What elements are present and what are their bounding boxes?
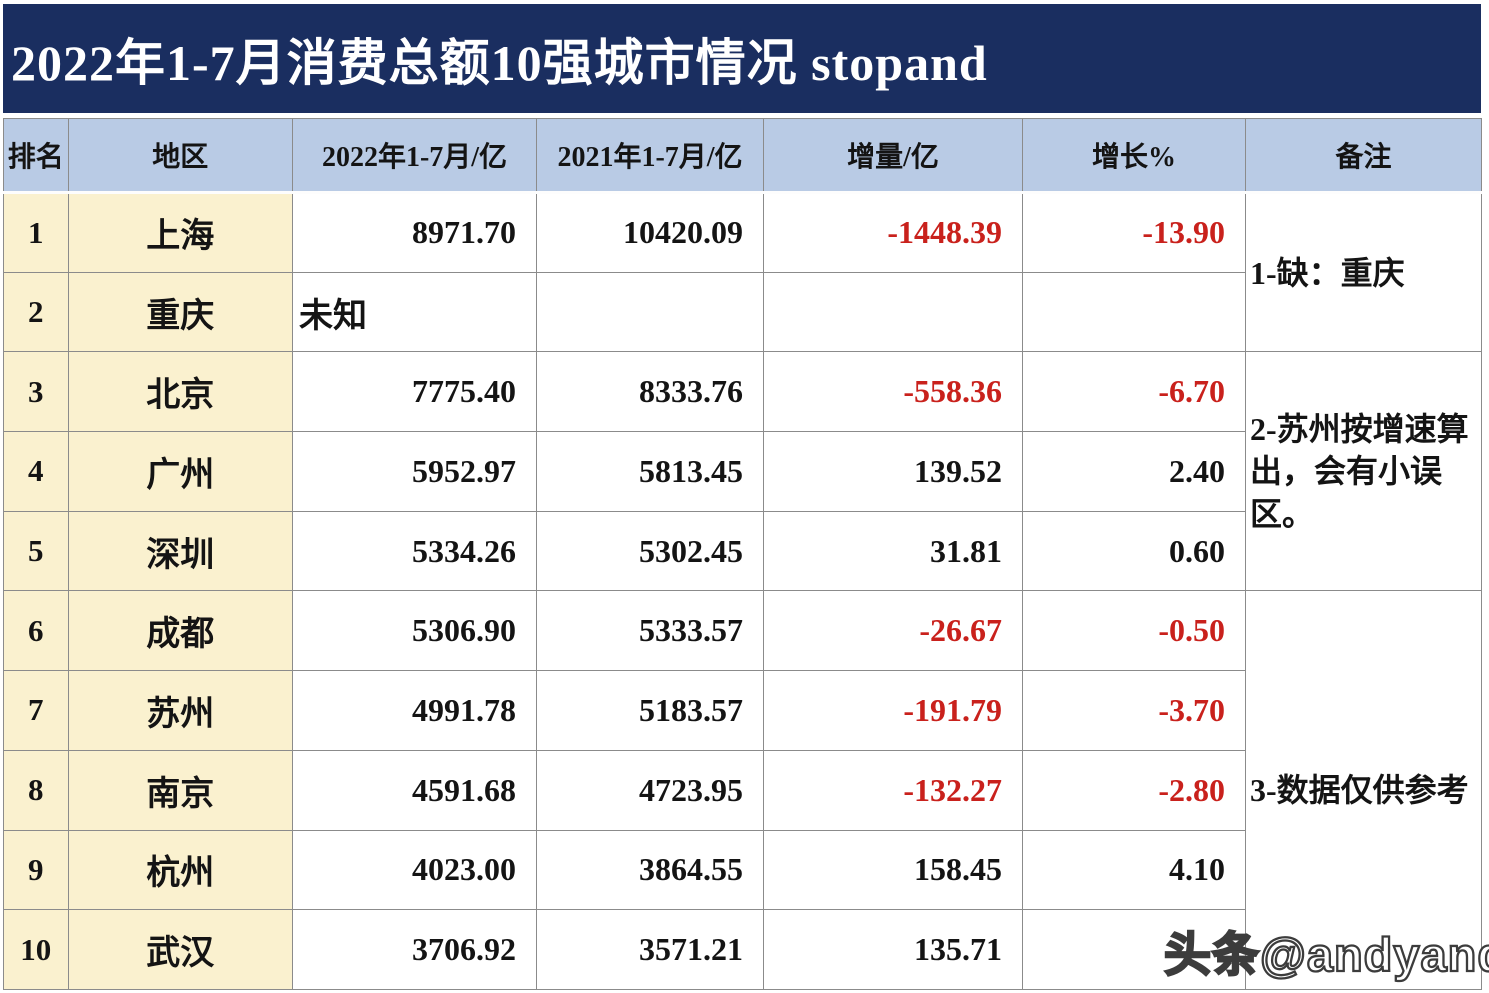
cell-rank: 6: [3, 590, 69, 672]
cell-region: 苏州: [67, 670, 293, 751]
cell-growth: -3.70: [1022, 670, 1246, 751]
cell-rank: 9: [3, 829, 69, 911]
cell-rank: 7: [3, 670, 69, 751]
column-header-2022: 2022年1-7月/亿: [292, 118, 537, 194]
cell-2022: 4591.68: [292, 749, 537, 831]
cell-delta: 139.52: [763, 431, 1023, 512]
cell-rank: 10: [3, 909, 69, 990]
table-row: 5 深圳 5334.26 5302.45 31.81 0.60: [3, 510, 1482, 592]
table-row: 3 北京 7775.40 8333.76 -558.36 -6.70 2-苏州按…: [3, 351, 1482, 592]
cell-delta: -1448.39: [763, 192, 1023, 273]
table-row: 9 杭州 4023.00 3864.55 158.45 4.10: [3, 829, 1482, 911]
cell-2022: 5334.26: [292, 510, 537, 592]
cell-region: 上海: [67, 192, 293, 273]
cell-region: 杭州: [67, 829, 293, 911]
cell-rank: 1: [3, 192, 69, 273]
cell-growth: 4.10: [1022, 829, 1246, 911]
cell-2022: 3706.92: [292, 909, 537, 990]
note-cell-3: 3-数据仅供参考: [1245, 590, 1482, 990]
cell-2021: 5183.57: [536, 670, 764, 751]
cell-rank: 4: [3, 431, 69, 512]
cell-2022: 4023.00: [292, 829, 537, 911]
table-row: 1 上海 8971.70 10420.09 -1448.39 -13.90 1-…: [3, 191, 1482, 353]
cell-growth: 0.60: [1022, 510, 1246, 592]
cell-2022: 5306.90: [292, 590, 537, 672]
table-row: 6 成都 5306.90 5333.57 -26.67 -0.50 3-数据仅供…: [3, 590, 1482, 990]
cell-delta: -191.79: [763, 670, 1023, 751]
cell-growth: -0.50: [1022, 590, 1246, 672]
cell-region: 重庆: [67, 271, 293, 353]
cell-2022: 未知: [292, 271, 537, 353]
cell-2021: 5813.45: [536, 431, 764, 512]
column-header-region: 地区: [67, 118, 293, 194]
table-row: 10 武汉 3706.92 3571.21 135.71: [3, 909, 1482, 990]
cell-rank: 8: [3, 749, 69, 831]
cell-delta: 31.81: [763, 510, 1023, 592]
cell-rank: 5: [3, 510, 69, 592]
cell-2022: 4991.78: [292, 670, 537, 751]
watermark-toutiao-andyand: 头条@andyand: [1163, 927, 1489, 982]
cell-2021: 3571.21: [536, 909, 764, 990]
cell-growth: [1022, 271, 1246, 353]
table-row: 8 南京 4591.68 4723.95 -132.27 -2.80: [3, 749, 1482, 831]
cell-delta: -132.27: [763, 749, 1023, 831]
cell-growth: [1022, 909, 1246, 990]
cell-2022: 8971.70: [292, 192, 537, 273]
cell-2021: 10420.09: [536, 192, 764, 273]
cell-delta: 158.45: [763, 829, 1023, 911]
column-header-2021: 2021年1-7月/亿: [536, 118, 764, 194]
cell-region: 北京: [67, 351, 293, 433]
table-row: 7 苏州 4991.78 5183.57 -191.79 -3.70: [3, 670, 1482, 751]
page-title: 2022年1-7月消费总额10强城市情况 stopand: [11, 34, 988, 91]
cell-delta: 135.71: [763, 909, 1023, 990]
cell-growth: -2.80: [1022, 749, 1246, 831]
consumption-table: 排名 地区 2022年1-7月/亿 2021年1-7月/亿 增量/亿 增长% 备…: [3, 118, 1482, 990]
column-header-notes: 备注: [1245, 118, 1482, 194]
cell-2021: 3864.55: [536, 829, 764, 911]
cell-2021: 8333.76: [536, 351, 764, 433]
cell-growth: -6.70: [1022, 351, 1246, 433]
note-cell-2: 2-苏州按增速算出，会有小误区。: [1245, 351, 1482, 592]
cell-region: 广州: [67, 431, 293, 512]
cell-delta: -26.67: [763, 590, 1023, 672]
cell-rank: 3: [3, 351, 69, 433]
cell-2022: 7775.40: [292, 351, 537, 433]
column-header-delta: 增量/亿: [763, 118, 1023, 194]
cell-region: 深圳: [67, 510, 293, 592]
cell-growth: -13.90: [1022, 192, 1246, 273]
table-row: 2 重庆 未知: [3, 271, 1482, 353]
column-header-rank: 排名: [3, 118, 69, 194]
cell-2021: 4723.95: [536, 749, 764, 831]
cell-2022: 5952.97: [292, 431, 537, 512]
cell-region: 成都: [67, 590, 293, 672]
cell-region: 南京: [67, 749, 293, 831]
cell-2021: 5302.45: [536, 510, 764, 592]
cell-delta: -558.36: [763, 351, 1023, 433]
title-bar: 2022年1-7月消费总额10强城市情况 stopand: [3, 4, 1481, 113]
cell-growth: 2.40: [1022, 431, 1246, 512]
cell-2021: 5333.57: [536, 590, 764, 672]
cell-delta: [763, 271, 1023, 353]
cell-rank: 2: [3, 271, 69, 353]
cell-2021: [536, 271, 764, 353]
cell-region: 武汉: [67, 909, 293, 990]
column-header-growth: 增长%: [1022, 118, 1246, 194]
table-header-row: 排名 地区 2022年1-7月/亿 2021年1-7月/亿 增量/亿 增长% 备…: [3, 118, 1482, 194]
note-cell-1: 1-缺：重庆: [1245, 191, 1482, 353]
table-row: 4 广州 5952.97 5813.45 139.52 2.40: [3, 431, 1482, 512]
